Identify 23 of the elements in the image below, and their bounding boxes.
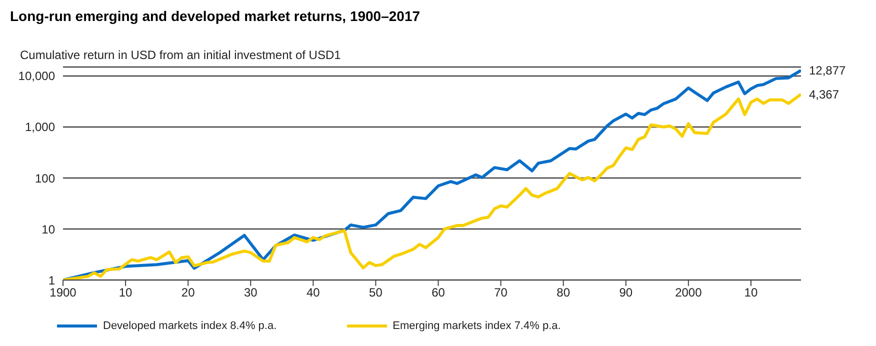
y-tick-label: 1,000 [24, 120, 56, 134]
annotation: 12,877 [809, 64, 846, 78]
x-tick-label: 30 [244, 286, 258, 300]
x-tick-label: 50 [369, 286, 383, 300]
annotation: 4,367 [809, 88, 840, 102]
x-tick-label: 10 [118, 286, 133, 300]
x-tick-label: 70 [494, 286, 508, 300]
chart-title: Long-run emerging and developed market returns, 1900–2017 [10, 8, 420, 24]
x-tick-label: 60 [432, 286, 446, 300]
y-tick-label: 100 [34, 171, 56, 186]
x-tick-label: 80 [556, 286, 570, 300]
x-tick-label: 2000 [675, 286, 702, 300]
x-tick-label: 40 [306, 286, 320, 300]
x-tick-label: 10 [744, 286, 758, 300]
x-tick-label: 90 [619, 286, 633, 300]
y-tick-label: 10,000 [18, 69, 56, 84]
x-tick-label: 1900 [50, 286, 77, 300]
legend-label: Developed markets index 8.4% p.a. [103, 320, 277, 332]
y-axis-title: Cumulative return in USD from an initial investment of USD1 [20, 48, 341, 62]
legend-label: Emerging markets index 7.4% p.a. [392, 320, 561, 332]
y-tick-label: 1 [48, 273, 56, 288]
y-tick-label: 10 [42, 222, 56, 236]
x-tick-label: 20 [181, 286, 196, 300]
